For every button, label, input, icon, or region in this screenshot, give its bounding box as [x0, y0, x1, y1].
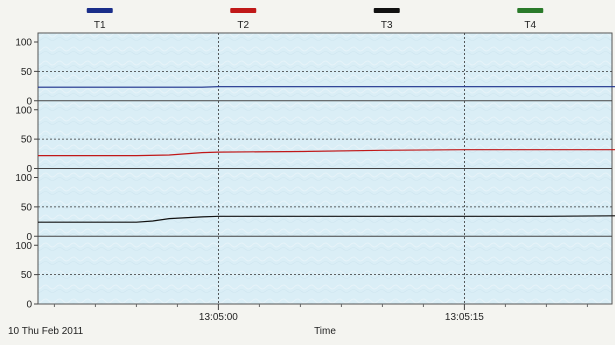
y-tick-label: 100	[15, 173, 32, 184]
y-tick-label: 0	[26, 232, 32, 243]
y-tick-label: 50	[21, 202, 33, 213]
y-tick-label: 0	[26, 164, 32, 175]
series-layer	[38, 86, 615, 223]
x-axis-label: Time	[314, 326, 336, 337]
legend-swatch-t1	[86, 8, 113, 13]
y-tick-label: 50	[21, 270, 33, 281]
legend-label-t1: T1	[94, 20, 106, 31]
y-tick-label: 100	[15, 241, 32, 252]
series-line-t2	[38, 149, 615, 157]
grid-layer	[38, 33, 612, 304]
y-tick-label: 0	[26, 300, 32, 311]
y-tick-label: 0	[26, 96, 32, 107]
y-tick-label: 50	[21, 135, 33, 146]
legend-label-t2: T2	[237, 20, 249, 31]
legend-swatch-t3	[373, 8, 400, 13]
y-tick-label: 50	[21, 67, 33, 78]
y-tick-label: 100	[15, 105, 32, 116]
legend: T1 T2 T3 T4	[86, 8, 544, 31]
x-tick-label: 13:05:00	[199, 312, 238, 323]
legend-swatch-t4	[517, 8, 544, 13]
legend-label-t3: T3	[381, 20, 393, 31]
legend-label-t4: T4	[524, 20, 536, 31]
series-line-t1	[38, 86, 615, 88]
date-label: 10 Thu Feb 2011	[8, 326, 84, 337]
y-tick-label: 100	[15, 38, 32, 49]
x-tick-label: 13:05:15	[445, 312, 484, 323]
series-line-t3	[38, 215, 615, 223]
legend-swatch-t2	[230, 8, 257, 13]
